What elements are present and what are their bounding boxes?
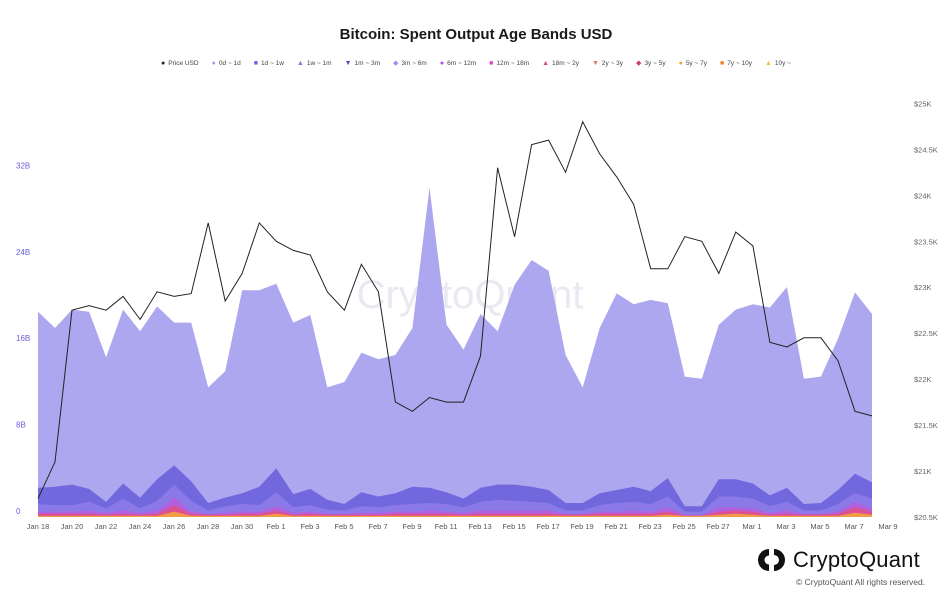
legend-item[interactable]: ◆ 3m ~ 6m xyxy=(393,60,427,67)
legend-marker-icon: ▲ xyxy=(764,60,772,67)
x-tick-label: Feb 21 xyxy=(604,522,627,531)
legend-item[interactable]: ■ 12m ~ 18m xyxy=(489,60,529,67)
legend-item[interactable]: ▲ 18m ~ 2y xyxy=(542,60,579,67)
legend-marker-icon: ▼ xyxy=(344,60,352,67)
y-right-tick-label: $23.5K xyxy=(914,237,938,246)
y-right-tick-label: $24K xyxy=(914,191,932,200)
legend-item[interactable]: ▼ 2y ~ 3y xyxy=(592,60,623,67)
legend-label: 7y ~ 10y xyxy=(727,60,752,67)
legend-label: 2y ~ 3y xyxy=(601,60,624,67)
chart-legend: ● Price USD ● 0d ~ 1d ■ 1d ~ 1w ▲ 1w ~ 1m ▼ 1m ~ … xyxy=(0,60,952,67)
x-tick-label: Jan 30 xyxy=(231,522,254,531)
y-left-tick-label: 16B xyxy=(16,334,30,343)
y-right-tick-label: $21.5K xyxy=(914,421,938,430)
x-tick-label: Feb 15 xyxy=(502,522,525,531)
legend-item[interactable]: ▲ 1w ~ 1m xyxy=(297,60,332,67)
legend-item[interactable]: ● 6m ~ 12m xyxy=(440,60,476,67)
y-right-tick-label: $22.5K xyxy=(914,329,938,338)
legend-item[interactable]: ▲ 10y ~ xyxy=(765,60,791,67)
copyright-text: © CryptoQuant All rights reserved. xyxy=(796,577,926,587)
x-tick-label: Feb 25 xyxy=(672,522,695,531)
brand-name: CryptoQuant xyxy=(793,547,920,572)
legend-label: 18m ~ 2y xyxy=(552,60,579,67)
legend-marker-icon: ▲ xyxy=(542,60,550,67)
y-left-tick-label: 24B xyxy=(16,248,30,257)
legend-label: 3y ~ 5y xyxy=(644,60,666,67)
y-right-tick-label: $23K xyxy=(914,283,932,292)
legend-label: 1w ~ 1m xyxy=(306,60,332,67)
area-series-6m-12m xyxy=(38,505,872,517)
area-series-5y-7y xyxy=(38,511,872,517)
legend-item[interactable]: ■ 1d ~ 1w xyxy=(254,60,284,67)
legend-marker-icon: ◆ xyxy=(392,60,399,67)
y-right-tick-label: $24.5K xyxy=(914,145,938,154)
price-usd-line xyxy=(37,120,873,499)
y-left-tick-label: 8B xyxy=(16,421,26,430)
legend-item[interactable]: ● Price USD xyxy=(161,60,199,67)
x-tick-label: Mar 5 xyxy=(810,522,829,531)
cryptoquant-logo-icon xyxy=(758,548,785,572)
legend-marker-icon: ● xyxy=(161,60,166,67)
x-tick-label: Jan 28 xyxy=(197,522,220,531)
x-tick-label: Feb 3 xyxy=(300,522,319,531)
y-left-tick-label: 32B xyxy=(16,161,30,170)
x-tick-label: Mar 7 xyxy=(844,522,863,531)
y-right-tick-label: $25K xyxy=(914,99,932,108)
y-right-tick-label: $22K xyxy=(914,375,932,384)
legend-label: Price USD xyxy=(168,60,199,67)
legend-label: 0d ~ 1d xyxy=(218,60,241,67)
x-tick-label: Feb 7 xyxy=(368,522,387,531)
legend-label: 12m ~ 18m xyxy=(496,60,530,67)
x-tick-label: Feb 9 xyxy=(402,522,421,531)
brand-logo: CryptoQuant xyxy=(757,547,920,573)
y-right-tick-label: $21K xyxy=(914,467,932,476)
legend-marker-icon: ■ xyxy=(253,60,258,67)
legend-marker-icon: ■ xyxy=(719,60,725,67)
x-tick-label: Mar 9 xyxy=(878,522,897,531)
legend-marker-icon: ● xyxy=(211,60,216,67)
x-tick-label: Feb 19 xyxy=(570,522,593,531)
area-series-0d-1d xyxy=(38,187,872,517)
y-right-tick-label: $20.5K xyxy=(914,513,938,522)
legend-item[interactable]: ◆ 3y ~ 5y xyxy=(636,60,666,67)
chart-title: Bitcoin: Spent Output Age Bands USD xyxy=(339,26,613,43)
legend-marker-icon: ▲ xyxy=(296,60,304,67)
legend-label: 3m ~ 6m xyxy=(401,60,427,67)
legend-label: 10y ~ xyxy=(774,60,791,67)
legend-item[interactable]: ▼ 1m ~ 3m xyxy=(345,60,380,67)
x-tick-label: Jan 20 xyxy=(61,522,84,531)
legend-item[interactable]: ● 5y ~ 7y xyxy=(679,60,707,67)
legend-item[interactable]: ● 0d ~ 1d xyxy=(212,60,241,67)
x-tick-label: Jan 24 xyxy=(129,522,152,531)
legend-marker-icon: ■ xyxy=(489,60,494,67)
legend-marker-icon: ◆ xyxy=(636,60,642,67)
x-tick-label: Feb 17 xyxy=(536,522,559,531)
legend-label: 5y ~ 7y xyxy=(685,60,707,67)
x-tick-label: Jan 26 xyxy=(163,522,186,531)
legend-label: 1d ~ 1w xyxy=(260,60,284,67)
x-tick-label: Feb 27 xyxy=(706,522,729,531)
x-tick-label: Feb 5 xyxy=(334,522,353,531)
x-tick-label: Feb 13 xyxy=(468,522,491,531)
y-left-tick-label: 0 xyxy=(16,507,21,516)
legend-marker-icon: ● xyxy=(439,60,445,67)
x-tick-label: Mar 3 xyxy=(776,522,795,531)
legend-item[interactable]: ■ 7y ~ 10y xyxy=(720,60,752,67)
legend-label: 6m ~ 12m xyxy=(447,60,477,67)
x-tick-label: Jan 18 xyxy=(27,522,50,531)
legend-marker-icon: ▼ xyxy=(591,60,599,67)
legend-marker-icon: ● xyxy=(678,60,683,67)
x-tick-label: Jan 22 xyxy=(95,522,118,531)
legend-label: 1m ~ 3m xyxy=(354,60,380,67)
area-series-1m-3m xyxy=(38,497,872,517)
x-tick-label: Feb 11 xyxy=(435,522,458,531)
x-tick-label: Mar 1 xyxy=(742,522,761,531)
x-tick-label: Feb 1 xyxy=(266,522,285,531)
x-tick-label: Feb 23 xyxy=(638,522,661,531)
